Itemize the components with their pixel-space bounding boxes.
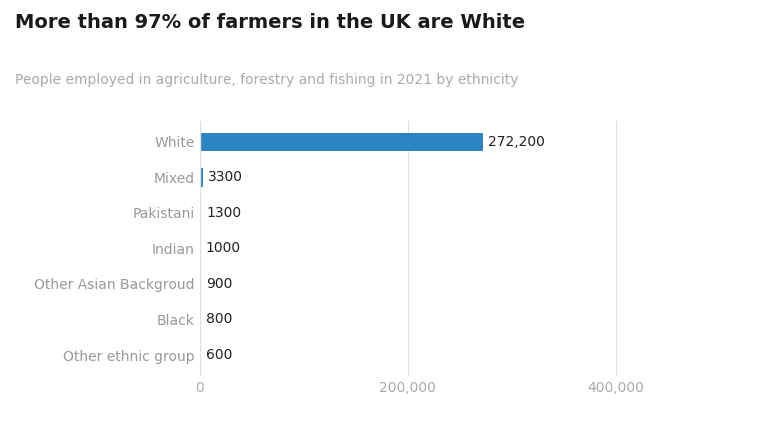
Text: More than 97% of farmers in the UK are White: More than 97% of farmers in the UK are W… xyxy=(15,13,525,32)
Text: 272,200: 272,200 xyxy=(488,135,545,149)
Bar xyxy=(200,168,203,187)
Text: 3300: 3300 xyxy=(208,170,243,184)
Bar xyxy=(200,203,201,222)
Text: 600: 600 xyxy=(206,348,232,362)
Text: 800: 800 xyxy=(206,312,232,327)
Text: 900: 900 xyxy=(206,277,232,291)
Text: 1300: 1300 xyxy=(207,206,241,220)
Text: 1000: 1000 xyxy=(206,241,241,255)
Text: People employed in agriculture, forestry and fishing in 2021 by ethnicity: People employed in agriculture, forestry… xyxy=(15,73,519,87)
Bar xyxy=(200,133,483,151)
